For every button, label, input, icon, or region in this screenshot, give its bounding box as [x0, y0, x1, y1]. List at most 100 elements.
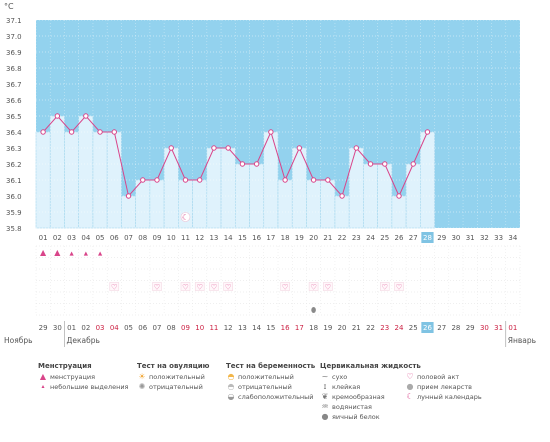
calendar-date-label: 31	[494, 324, 503, 332]
cycle-day-label: 32	[480, 234, 489, 242]
cycle-day-label: 01	[39, 234, 48, 242]
temperature-point	[268, 129, 274, 135]
calendar-date-label: 15	[266, 324, 275, 332]
heart-icon: ♡	[154, 283, 161, 292]
test-negative-icon: ◓	[227, 382, 235, 391]
month-label: Январь	[508, 336, 536, 345]
calendar-date-label: 21	[352, 324, 361, 332]
y-tick-label: 37.1	[6, 17, 22, 25]
calendar-date-label: 05	[124, 324, 133, 332]
temperature-bar	[306, 179, 322, 229]
calendar-date-label: 25	[409, 324, 418, 332]
y-tick-label: 36.7	[6, 81, 22, 89]
y-tick-label: 35.8	[6, 225, 22, 233]
calendar-date-label: 30	[53, 324, 62, 332]
heart-icon: ♡	[324, 283, 331, 292]
temperature-point	[111, 129, 117, 135]
calendar-date-label: 06	[138, 324, 147, 332]
temperature-point	[40, 129, 46, 135]
calendar-date-label: 16	[281, 324, 290, 332]
y-tick-label: 36.3	[6, 145, 22, 153]
legend-cervical-fluid: Цервикальная жидкость ~ сухо ɪ клейкая ❦ кр…	[320, 360, 421, 422]
cycle-day-label: 06	[110, 234, 119, 242]
legend-item-medication: ● прием лекарств	[406, 382, 472, 391]
legend-item-spotting: ▴ небольшие выделения	[38, 382, 128, 392]
calendar-date-label: 22	[366, 324, 375, 332]
bbt-chart: 37.1 37.0 36.9 36.8 36.7 36.6 36.5 36.4 36.3 36.2…	[4, 2, 536, 347]
drop-icon: ▲	[39, 372, 47, 381]
test-positive-icon: ◓	[227, 372, 235, 381]
moon-icon: ☾	[406, 392, 414, 401]
calendar-date-label: 10	[195, 324, 204, 332]
temperature-point	[68, 129, 75, 135]
temperature-point	[83, 113, 89, 119]
y-tick-label: 36.9	[6, 49, 22, 57]
calendar-date-label: 07	[153, 324, 162, 332]
temperature-point	[211, 145, 217, 151]
intercourse-cell	[308, 282, 319, 291]
calendar-date-label: 19	[323, 324, 332, 332]
menstruation-icon: ▲	[54, 248, 61, 257]
y-tick-label: 36.4	[6, 129, 22, 137]
legend-item-intercourse: ♡ половой акт	[406, 372, 460, 381]
calendar-date-label: 09	[181, 324, 190, 332]
cycle-day-label: 31	[466, 234, 475, 242]
intercourse-cell	[109, 282, 120, 291]
temperature-point	[282, 177, 288, 183]
temperature-bar	[149, 179, 165, 229]
legend-item-moon: ☾ лунный календарь	[406, 392, 482, 401]
pill-icon: ●	[406, 382, 414, 391]
sun-icon: ☀	[138, 372, 146, 381]
cycle-day-label: 25	[380, 234, 389, 242]
intercourse-cell	[323, 282, 333, 291]
cycle-day-label: 22	[338, 234, 347, 242]
temperature-point	[197, 177, 203, 183]
calendar-date-label: 23	[380, 324, 389, 332]
calendar-date-label: 27	[437, 324, 446, 332]
heart-icon: ♡	[182, 283, 189, 292]
cycle-day-label: 15	[238, 234, 247, 242]
moon-glyph: ☾	[182, 213, 189, 222]
legend-ovulation-test: Тест на овуляцию ☀ положительный ✺ отрицат…	[137, 360, 210, 392]
temperature-point	[125, 193, 132, 199]
intercourse-cell	[152, 282, 162, 291]
cycle-day-label: 26	[395, 234, 404, 242]
cycle-day-label: 19	[295, 234, 304, 242]
cycle-day-label: 16	[252, 234, 261, 242]
calendar-date-label: 29	[39, 324, 48, 332]
cycle-day-label: 02	[53, 234, 62, 242]
calendar-date-label: 04	[110, 324, 119, 332]
temperature-point	[225, 145, 231, 151]
calendar-date-label: 02	[81, 324, 90, 332]
intercourse-cell	[380, 282, 390, 291]
y-tick-label: 36.5	[6, 113, 22, 121]
temperature-point	[367, 161, 374, 167]
temperature-point	[168, 145, 174, 151]
cycle-day-label: 28	[423, 234, 432, 242]
legend-title-pregnancy: Тест на беременность	[226, 362, 316, 370]
cycle-day-label: 21	[323, 234, 332, 242]
legend-other: ♡ половой акт ● прием лекарств ☾ лунный кал…	[405, 360, 482, 402]
temperature-point	[310, 177, 317, 183]
legend-item-watery: ♒ водянистая	[321, 402, 372, 411]
month-label: Декабрь	[66, 336, 99, 345]
egg-white-icon: ●	[321, 412, 329, 421]
temperature-point	[396, 193, 402, 199]
temperature-point	[154, 177, 160, 183]
test-weak-icon: ◒	[227, 392, 235, 401]
cycle-day-label: 24	[366, 234, 375, 242]
gray-sun-icon: ✺	[138, 382, 146, 391]
legend-item-ovulation-positive: ☀ положительный	[138, 372, 205, 381]
calendar-date-label: 01	[67, 324, 76, 332]
intercourse-cell	[209, 282, 219, 291]
sticky-icon: ɪ	[323, 382, 327, 391]
legend-pregnancy-test: Тест на беременность ◓ положительный ◓ отр…	[226, 360, 315, 402]
cycle-day-label: 33	[494, 234, 503, 242]
cycle-day-label: 12	[195, 234, 204, 242]
legend-title-cervical: Цервикальная жидкость	[320, 362, 421, 370]
calendar-date-label: 12	[224, 324, 233, 332]
calendar-date-label: 01	[508, 324, 517, 332]
temperature-point	[182, 177, 189, 183]
legend-title-other	[405, 360, 482, 372]
legend-item-pregnancy-weak: ◒ слабоположительный	[227, 392, 314, 401]
